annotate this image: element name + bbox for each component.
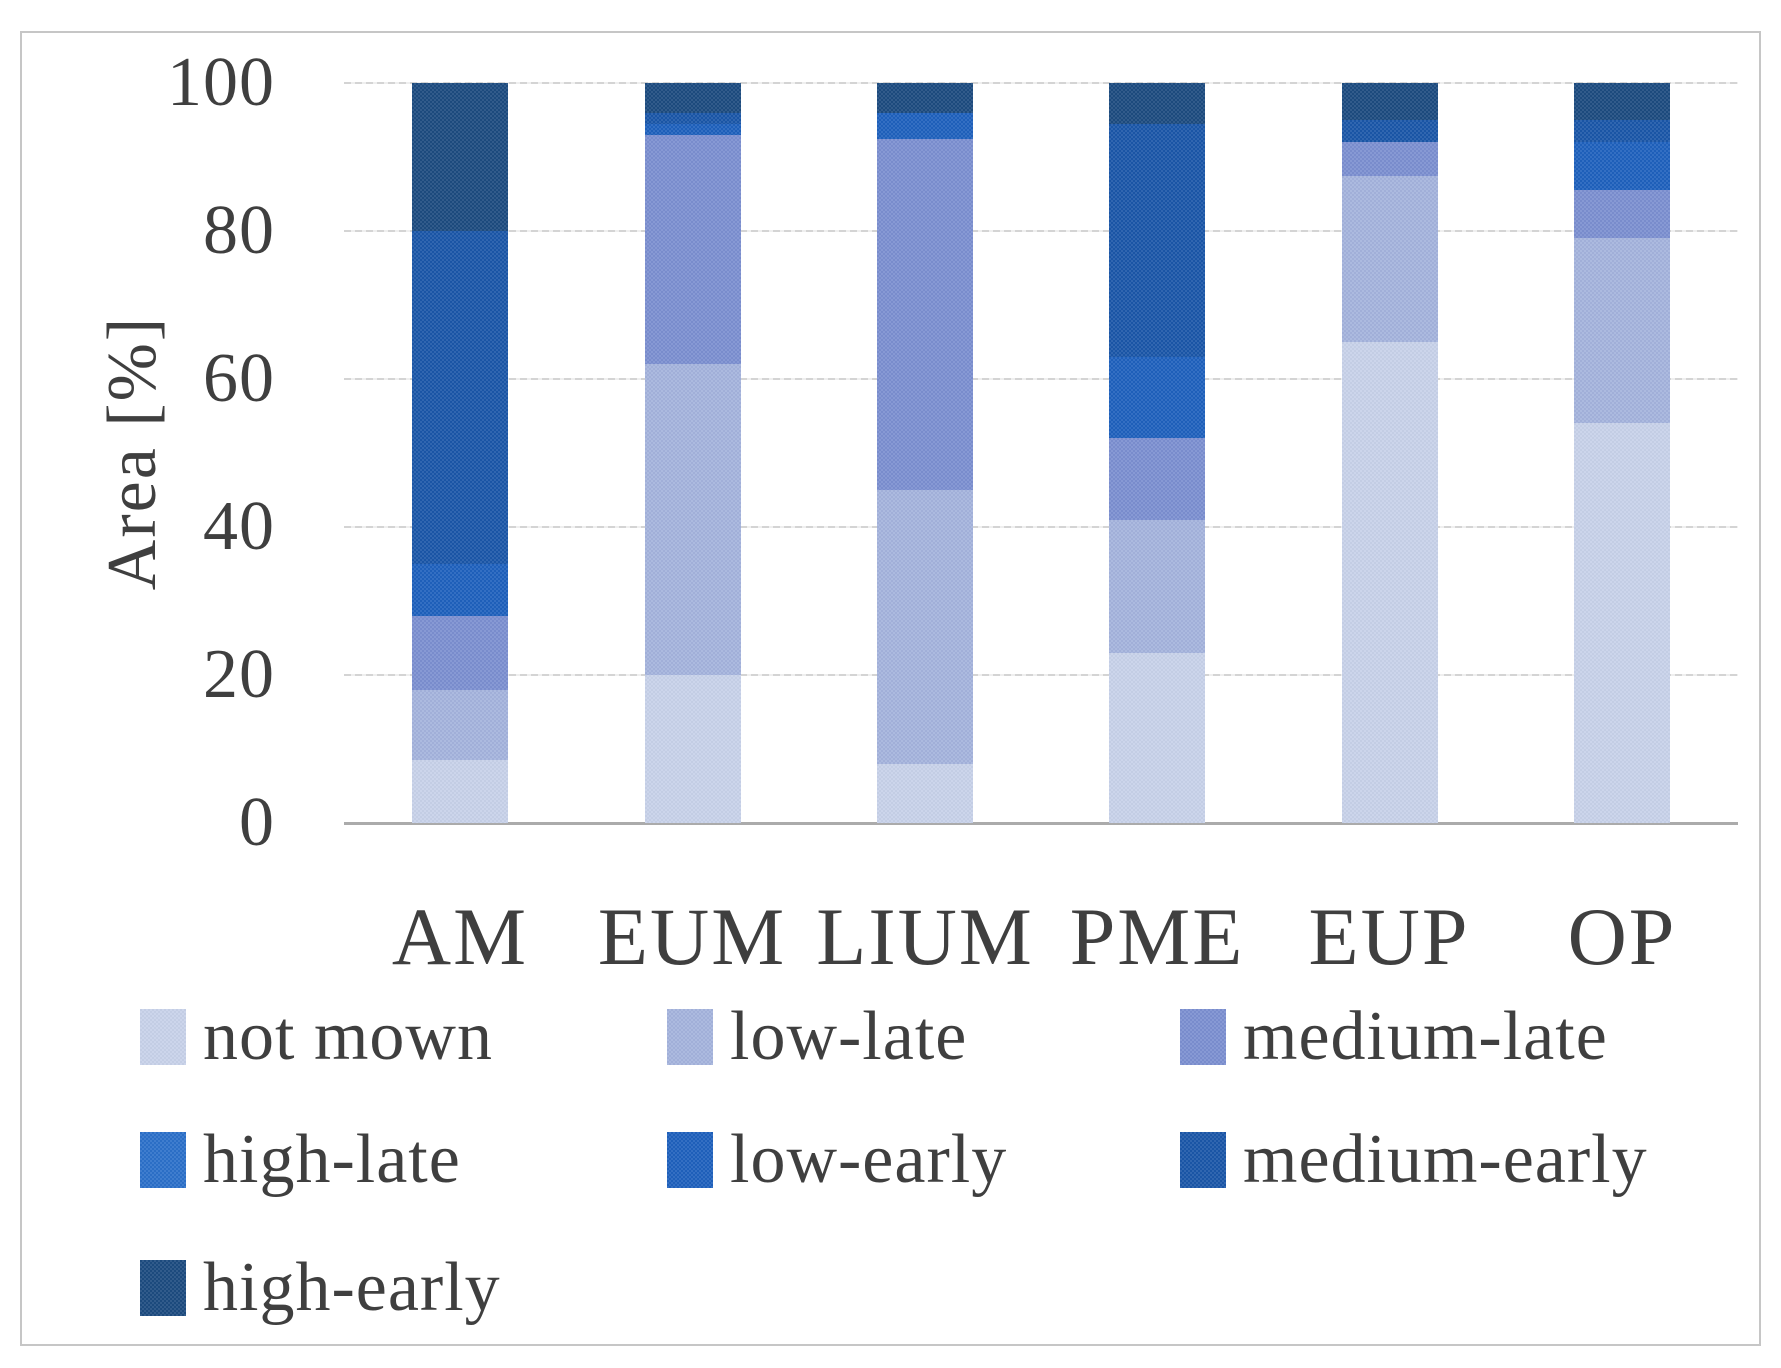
x-axis-line bbox=[344, 822, 1738, 825]
segment-AM-medium-early bbox=[412, 231, 508, 564]
y-tick-label: 60 bbox=[203, 340, 275, 417]
legend-label: low-early bbox=[730, 1121, 1008, 1198]
legend-item: medium-early bbox=[1180, 1123, 1648, 1197]
legend-label: high-early bbox=[203, 1249, 501, 1326]
legend-item: low-early bbox=[667, 1123, 1007, 1197]
gridline-100 bbox=[344, 82, 1738, 84]
segment-EUP-medium-early bbox=[1342, 120, 1438, 142]
segment-EUM-medium-late bbox=[645, 135, 741, 364]
segment-OP-medium-late bbox=[1574, 190, 1670, 238]
legend-item: high-late bbox=[140, 1123, 461, 1197]
segment-PME-low-late bbox=[1109, 520, 1205, 653]
segment-EUM-medium-early bbox=[645, 113, 741, 124]
legend-item: not mown bbox=[140, 1000, 493, 1074]
segment-LIUM-low-late bbox=[877, 490, 973, 764]
gridline-40 bbox=[344, 526, 1738, 528]
segment-EUP-not-mown bbox=[1342, 342, 1438, 823]
legend-label: medium-late bbox=[1243, 998, 1608, 1075]
y-tick-label: 0 bbox=[239, 784, 275, 861]
segment-LIUM-high-early bbox=[877, 83, 973, 113]
segment-OP-not-mown bbox=[1574, 423, 1670, 823]
gridline-20 bbox=[344, 674, 1738, 676]
segment-OP-high-early bbox=[1574, 83, 1670, 120]
segment-PME-medium-late bbox=[1109, 438, 1205, 520]
segment-LIUM-medium-late bbox=[877, 139, 973, 490]
legend-swatch-medium-late-icon bbox=[1180, 1009, 1226, 1065]
y-tick-label: 80 bbox=[203, 192, 275, 269]
legend-label: high-late bbox=[203, 1121, 461, 1198]
segment-LIUM-not-mown bbox=[877, 764, 973, 823]
y-tick-label: 20 bbox=[203, 636, 275, 713]
legend-swatch-high-late-icon bbox=[140, 1132, 186, 1188]
segment-PME-low-early bbox=[1109, 357, 1205, 438]
segment-EUP-high-early bbox=[1342, 83, 1438, 120]
x-category-label: PME bbox=[1069, 891, 1245, 982]
y-tick-label: 40 bbox=[203, 488, 275, 565]
segment-EUM-low-early bbox=[645, 124, 741, 135]
legend-swatch-low-late-icon bbox=[667, 1009, 713, 1065]
gridline-80 bbox=[344, 230, 1738, 232]
gridline-60 bbox=[344, 378, 1738, 380]
segment-LIUM-low-early bbox=[877, 113, 973, 139]
x-category-label: OP bbox=[1567, 891, 1677, 982]
legend-label: not mown bbox=[203, 998, 493, 1075]
segment-OP-medium-early bbox=[1574, 120, 1670, 142]
segment-OP-low-late bbox=[1574, 238, 1670, 423]
segment-OP-low-early bbox=[1574, 142, 1670, 190]
x-category-label: EUP bbox=[1308, 891, 1470, 982]
segment-PME-medium-early bbox=[1109, 124, 1205, 357]
legend-label: medium-early bbox=[1243, 1121, 1648, 1198]
segment-PME-not-mown bbox=[1109, 653, 1205, 823]
segment-AM-not-mown bbox=[412, 760, 508, 823]
y-tick-label: 100 bbox=[167, 44, 275, 121]
segment-AM-high-early bbox=[412, 83, 508, 231]
figure-border bbox=[20, 31, 1761, 1346]
segment-EUM-high-early bbox=[645, 83, 741, 113]
legend-item: high-early bbox=[140, 1251, 501, 1325]
legend-label: low-late bbox=[730, 998, 968, 1075]
segment-AM-medium-late bbox=[412, 616, 508, 690]
segment-EUM-low-late bbox=[645, 364, 741, 675]
legend-item: low-late bbox=[667, 1000, 967, 1074]
segment-AM-low-late bbox=[412, 690, 508, 760]
x-category-label: LIUM bbox=[816, 891, 1034, 982]
legend-swatch-medium-early-icon bbox=[1180, 1132, 1226, 1188]
y-axis-title: Area [%] bbox=[94, 315, 171, 591]
legend-swatch-low-early-icon bbox=[667, 1132, 713, 1188]
segment-EUM-not-mown bbox=[645, 675, 741, 823]
segment-PME-high-early bbox=[1109, 83, 1205, 124]
legend-swatch-not-mown-icon bbox=[140, 1009, 186, 1065]
x-category-label: EUM bbox=[597, 891, 787, 982]
segment-AM-low-early bbox=[412, 564, 508, 616]
segment-EUP-medium-late bbox=[1342, 142, 1438, 176]
x-category-label: AM bbox=[391, 891, 529, 982]
segment-EUP-low-late bbox=[1342, 176, 1438, 342]
legend-swatch-high-early-icon bbox=[140, 1260, 186, 1316]
legend-item: medium-late bbox=[1180, 1000, 1608, 1074]
